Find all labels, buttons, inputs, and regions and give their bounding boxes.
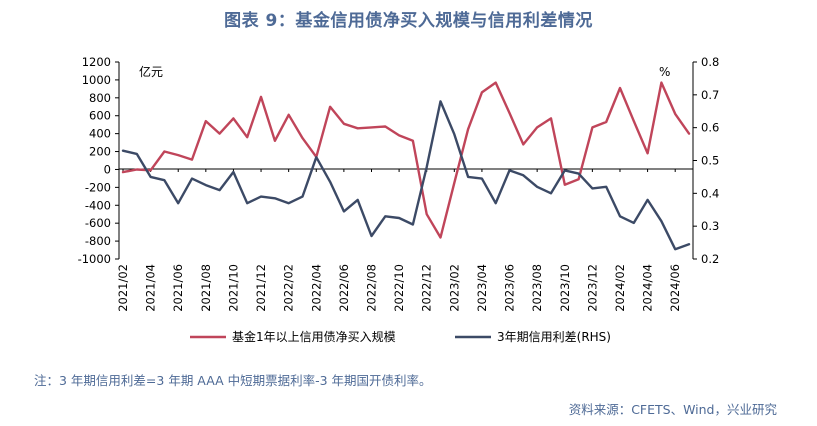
x-tick-label: 2022/06: [337, 264, 351, 312]
left-unit-label: 亿元: [139, 64, 163, 79]
x-tick-label: 2021/04: [144, 264, 158, 312]
left-tick-label: 200: [89, 145, 111, 159]
x-tick-label: 2022/08: [364, 264, 378, 312]
right-tick-label: 0.3: [701, 219, 719, 233]
x-tick-label: 2021/02: [116, 264, 130, 312]
series-line-net-purchase: [121, 81, 691, 239]
left-tick-label: -400: [85, 198, 111, 212]
left-tick-label: -1000: [78, 252, 111, 266]
x-tick-label: 2023/06: [503, 264, 517, 312]
chart-title: 图表 9：基金信用债净买入规模与信用利差情况: [224, 11, 593, 31]
footnote: 注：3 年期信用利差=3 年期 AAA 中短期票据利率-3 年期国开债利率。: [34, 373, 432, 388]
right-tick-label: 0.5: [701, 154, 719, 168]
x-tick-label: 2024/02: [613, 264, 627, 312]
series-line-credit-spread: [121, 100, 691, 251]
left-tick-label: 400: [89, 127, 111, 141]
x-tick-label: 2023/04: [475, 264, 489, 312]
x-tick-label: 2021/12: [254, 264, 268, 312]
right-tick-label: 0.2: [701, 252, 719, 266]
right-tick-label: 0.6: [701, 121, 719, 135]
x-tick-label: 2021/10: [226, 264, 240, 312]
legend-label: 3年期信用利差(RHS): [497, 330, 611, 344]
right-tick-label: 0.4: [701, 186, 719, 200]
x-tick-label: 2023/12: [585, 264, 599, 312]
x-tick-label: 2024/04: [641, 264, 655, 312]
x-tick-label: 2023/08: [530, 264, 544, 312]
left-tick-label: 1200: [82, 55, 111, 69]
left-tick-label: -800: [85, 234, 111, 248]
right-unit-label: %: [659, 65, 670, 79]
legend-label: 基金1年以上信用债净买入规模: [232, 329, 396, 344]
x-tick-label: 2021/06: [171, 264, 185, 312]
source-note: 资料来源：CFETS、Wind，兴业研究: [568, 402, 777, 417]
x-tick-label: 2022/02: [282, 264, 296, 312]
x-tick-label: 2022/04: [309, 264, 323, 312]
x-tick-label: 2024/06: [668, 264, 682, 312]
right-tick-label: 0.7: [701, 88, 719, 102]
x-tick-label: 2023/02: [447, 264, 461, 312]
x-tick-label: 2022/10: [392, 264, 406, 312]
x-tick-label: 2023/10: [558, 264, 572, 312]
left-tick-label: 800: [89, 91, 111, 105]
left-tick-label: -600: [85, 216, 111, 230]
left-tick-label: 0: [104, 162, 111, 176]
left-tick-label: 1000: [82, 73, 111, 87]
right-tick-label: 0.8: [701, 55, 719, 69]
x-tick-label: 2021/08: [199, 264, 213, 312]
left-tick-label: -200: [85, 180, 111, 194]
left-tick-label: 600: [89, 109, 111, 123]
x-tick-label: 2022/12: [420, 264, 434, 312]
